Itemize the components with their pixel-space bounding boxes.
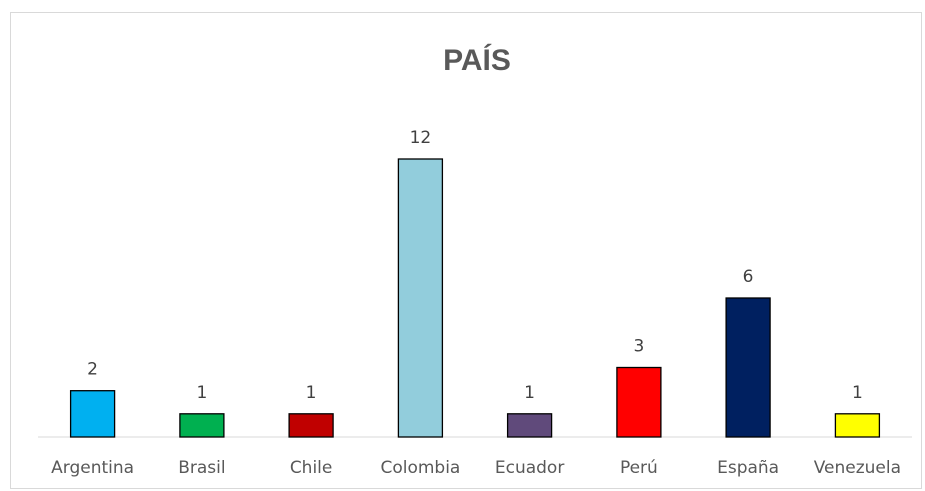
bar-españa	[725, 297, 771, 438]
bar-perú	[616, 366, 662, 438]
category-label-perú: Perú	[620, 458, 658, 478]
data-label-argentina: 2	[87, 360, 98, 380]
data-label-ecuador: 1	[524, 383, 535, 403]
bar-chile	[288, 413, 334, 438]
bar-venezuela	[834, 413, 881, 438]
category-label-venezuela: Venezuela	[814, 458, 901, 478]
category-label-colombia: Colombia	[380, 458, 460, 478]
category-label-ecuador: Ecuador	[495, 458, 564, 478]
data-label-brasil: 1	[196, 383, 207, 403]
data-label-venezuela: 1	[852, 383, 863, 403]
data-label-colombia: 12	[410, 128, 432, 148]
data-label-perú: 3	[633, 337, 644, 357]
category-labels-group: Argentina Brasil Chile Colombia Ecuador Perú E…	[51, 458, 901, 478]
data-label-españa: 6	[743, 267, 754, 287]
data-labels-group: 2 1 1 12 1 3 6 1	[87, 128, 863, 403]
category-label-brasil: Brasil	[178, 458, 225, 478]
bars-group	[69, 158, 881, 438]
data-label-chile: 1	[306, 383, 317, 403]
category-label-chile: Chile	[290, 458, 333, 478]
bar-argentina	[69, 390, 116, 438]
bar-colombia	[397, 158, 444, 438]
bar-ecuador	[506, 413, 553, 438]
bar-brasil	[179, 413, 225, 438]
chart-title: PAÍS	[443, 43, 511, 77]
category-label-españa: España	[717, 458, 779, 478]
category-label-argentina: Argentina	[51, 458, 134, 478]
